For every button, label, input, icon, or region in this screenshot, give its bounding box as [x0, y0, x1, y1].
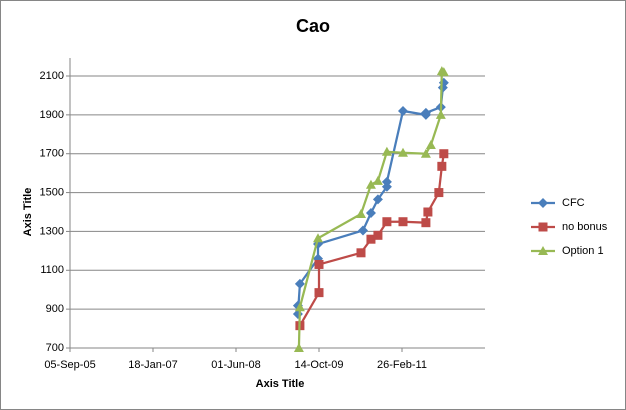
- marker: [294, 278, 305, 289]
- y-tick-label: 900: [46, 303, 64, 315]
- marker: [372, 175, 383, 185]
- marker: [538, 246, 548, 255]
- marker: [357, 225, 368, 236]
- marker: [425, 139, 436, 149]
- marker: [439, 149, 449, 159]
- marker: [366, 234, 376, 244]
- marker: [365, 179, 376, 189]
- marker: [420, 148, 431, 158]
- marker: [421, 218, 431, 228]
- x-tick-label: 01-Jun-08: [211, 359, 261, 371]
- marker: [313, 233, 324, 243]
- marker: [434, 188, 444, 198]
- y-tick-label: 1500: [40, 186, 64, 198]
- y-tick-label: 2100: [40, 70, 64, 82]
- y-tick-label: 1100: [40, 264, 64, 276]
- marker: [365, 207, 376, 218]
- chart-title: Cao: [296, 16, 330, 36]
- marker: [420, 107, 431, 118]
- marker: [356, 248, 366, 258]
- legend-label: CFC: [562, 197, 585, 209]
- marker: [438, 67, 449, 77]
- marker: [397, 105, 408, 116]
- marker: [437, 161, 447, 171]
- marker: [538, 222, 548, 232]
- marker: [382, 217, 392, 227]
- marker: [397, 147, 408, 157]
- x-tick-label: 05-Sep-05: [44, 359, 95, 371]
- x-axis-title: Axis Title: [256, 378, 305, 390]
- y-axis-title: Axis Title: [22, 188, 34, 237]
- marker: [314, 259, 324, 269]
- y-tick-label: 1700: [40, 148, 64, 160]
- x-tick-label: 14-Oct-09: [295, 359, 344, 371]
- marker: [355, 208, 366, 218]
- marker: [435, 109, 446, 119]
- marker: [373, 230, 383, 240]
- y-tick-label: 1300: [40, 225, 64, 237]
- marker: [381, 146, 392, 156]
- marker: [314, 288, 324, 298]
- legend-label: no bonus: [562, 221, 608, 233]
- marker: [293, 343, 304, 352]
- y-tick-label: 700: [46, 342, 64, 354]
- x-tick-label: 18-Jan-07: [128, 359, 178, 371]
- marker: [538, 198, 548, 208]
- marker: [423, 207, 433, 217]
- y-tick-label: 1900: [40, 109, 64, 121]
- x-tick-label: 26-Feb-11: [377, 359, 427, 371]
- legend-label: Option 1: [562, 245, 604, 257]
- marker: [372, 194, 383, 205]
- marker: [294, 302, 305, 312]
- marker: [398, 217, 408, 227]
- marker: [381, 176, 392, 187]
